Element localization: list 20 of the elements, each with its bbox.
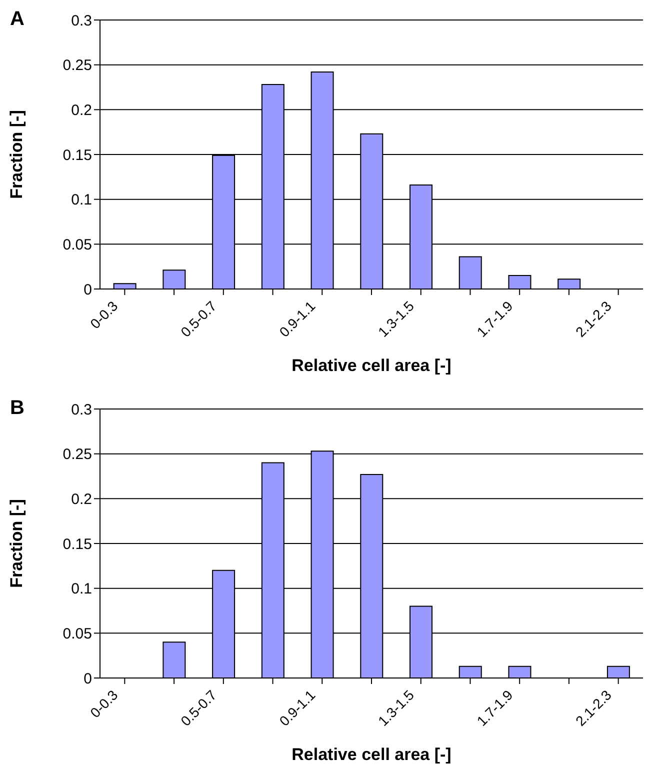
y-tick-label: 0 bbox=[84, 281, 92, 298]
y-tick-label: 0.05 bbox=[62, 236, 92, 254]
chart-title: A bbox=[10, 8, 24, 31]
y-tick-label: 0.05 bbox=[62, 625, 92, 642]
x-axis-title: Relative cell area [-] bbox=[292, 745, 452, 764]
y-tick-label: 0.3 bbox=[71, 401, 92, 418]
y-tick-label: 0.25 bbox=[62, 446, 92, 464]
y-tick-label: 0.15 bbox=[62, 146, 92, 164]
y-tick-label: 0.25 bbox=[62, 57, 92, 74]
x-axis-title: Relative cell area [-] bbox=[292, 356, 452, 375]
y-tick-label: 0.2 bbox=[71, 490, 92, 508]
y-tick-label: 0.2 bbox=[71, 102, 92, 119]
y-tick-label: 0.3 bbox=[71, 12, 92, 30]
chart-title: B bbox=[10, 397, 24, 420]
y-tick-label: 0.15 bbox=[62, 536, 92, 553]
y-axis-title: Fraction [-] bbox=[7, 110, 26, 199]
y-tick-label: 0.1 bbox=[71, 192, 92, 209]
y-axis-title: Fraction [-] bbox=[7, 499, 26, 588]
y-tick-label: 0 bbox=[84, 670, 92, 688]
y-tick-label: 0.1 bbox=[71, 580, 92, 598]
